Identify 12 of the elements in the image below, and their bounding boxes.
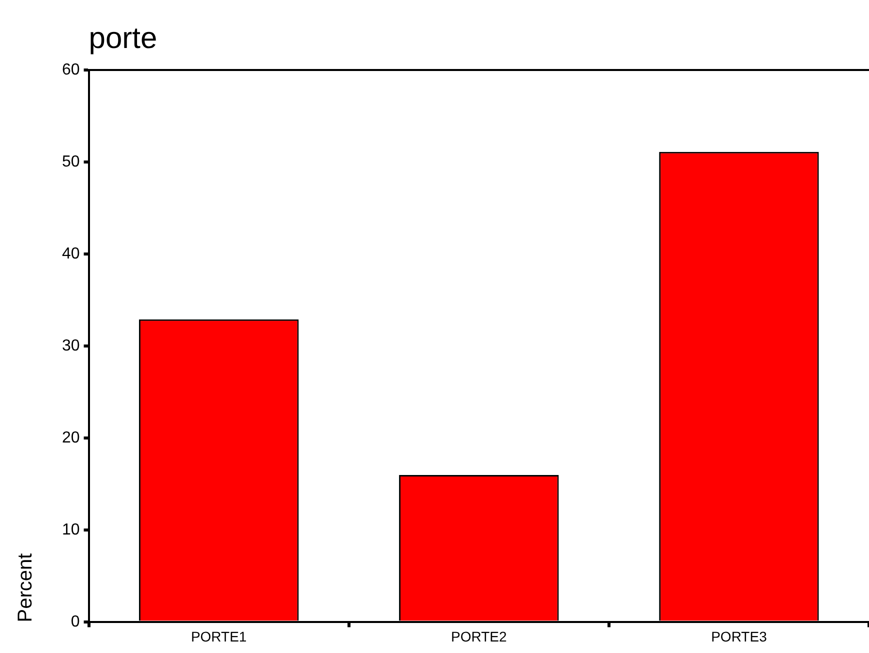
y-tick-label: 0 [70, 614, 80, 631]
y-tick-label: 30 [62, 338, 80, 355]
y-tick-label: 40 [62, 245, 80, 262]
x-tick-label: PORTE2 [451, 628, 507, 644]
y-tick-label: 20 [62, 430, 80, 447]
y-tick-label: 10 [62, 522, 80, 539]
y-tick-label: 60 [62, 61, 80, 78]
x-tick-label: PORTE3 [711, 628, 768, 644]
y-axis-title: Percent [14, 552, 37, 622]
chart-title: porte [88, 22, 158, 55]
y-tick-label: 50 [62, 153, 80, 170]
x-tick-label: PORTE1 [190, 628, 247, 644]
